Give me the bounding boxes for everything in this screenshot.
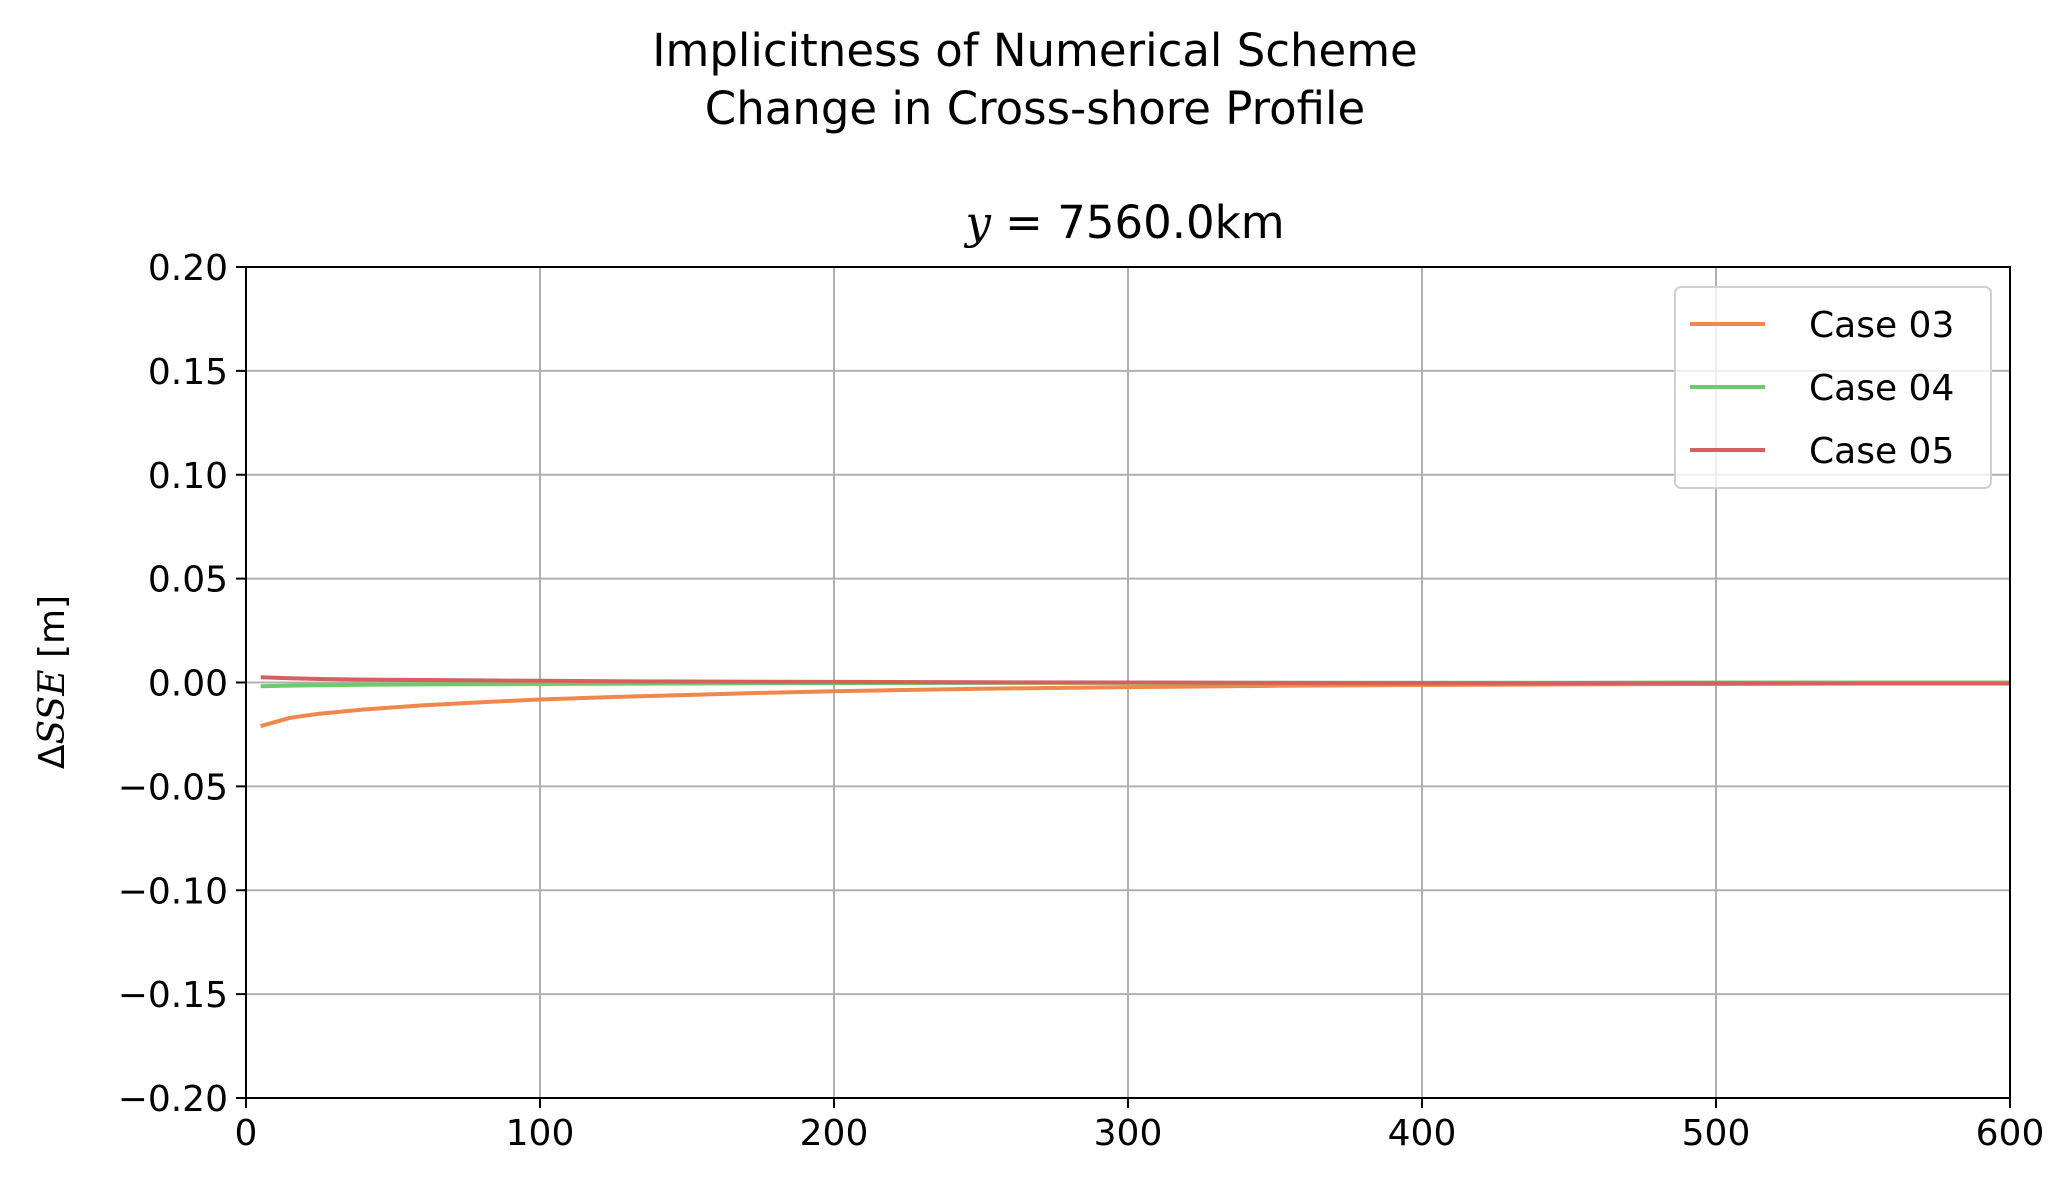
y-tick-label: 0.15 xyxy=(148,352,228,393)
legend-box xyxy=(1674,286,1992,489)
figure-suptitle-line1: Implicitness of Numerical Scheme xyxy=(652,24,1418,77)
legend-label: Case 04 xyxy=(1809,368,1954,409)
axes-title: y = 7560.0km xyxy=(0,197,2070,249)
x-tick-label: 300 xyxy=(1094,1113,1163,1154)
y-tick-label: 0.10 xyxy=(148,456,228,497)
x-tick-label: 0 xyxy=(235,1113,258,1154)
series-line-3 xyxy=(260,675,2010,686)
y-tick-label: 0.00 xyxy=(148,664,228,705)
figure-suptitle-line2: Change in Cross-shore Profile xyxy=(704,82,1366,135)
y-axis-label: ΔSSE [m] xyxy=(32,595,73,769)
y-tick-label: 0.05 xyxy=(148,560,228,601)
series-lines xyxy=(260,675,2011,729)
x-tick-label: 200 xyxy=(800,1113,869,1154)
y-tick-label: −0.05 xyxy=(118,767,228,808)
x-tick-label: 500 xyxy=(1682,1113,1751,1154)
legend-label: Case 05 xyxy=(1809,431,1954,472)
y-tick-label: 0.20 xyxy=(148,248,228,289)
axis-ticks: 0 100 200 300 400 500 600 0.20 0.15 0.10 0.05 0.00 −… xyxy=(118,248,2045,1154)
y-axis-label-variable: SSE xyxy=(32,669,73,744)
axes-title-value: = 7560.0km xyxy=(990,196,1285,249)
x-tick-label: 600 xyxy=(1976,1113,2045,1154)
y-tick-label: −0.10 xyxy=(118,871,228,912)
legend-label: Case 03 xyxy=(1809,305,1954,346)
legend: Case 03 Case 04 Case 05 xyxy=(1674,286,1992,489)
axes-title-variable: y xyxy=(965,196,991,249)
y-tick-label: −0.15 xyxy=(118,975,228,1016)
y-axis-label-delta: Δ xyxy=(32,744,73,769)
y-axis-label-unit: [m] xyxy=(32,595,73,670)
x-tick-label: 100 xyxy=(506,1113,575,1154)
y-tick-label: −0.20 xyxy=(118,1079,228,1120)
x-tick-label: 400 xyxy=(1388,1113,1457,1154)
series-line-1 xyxy=(260,681,2011,729)
